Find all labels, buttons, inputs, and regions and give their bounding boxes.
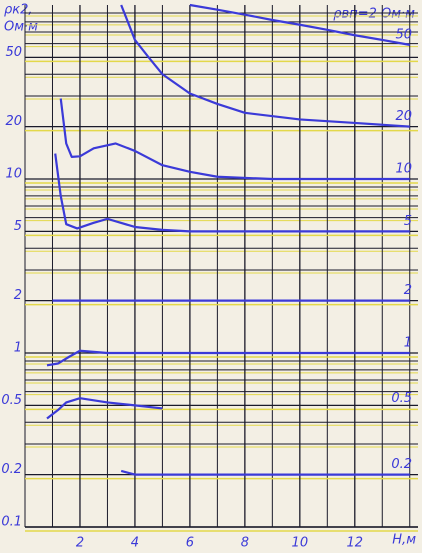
x-tick-label: 12 (347, 536, 364, 551)
x-tick-label: 8 (241, 536, 249, 551)
series-line (59, 98, 410, 181)
y-axis-label: ρк2, (4, 3, 33, 18)
y-tick-label: 2 (14, 288, 22, 303)
y-tick-label: 10 (5, 167, 22, 182)
series-line (54, 153, 410, 233)
series-label: 5 (404, 214, 412, 229)
y-tick-label: 20 (5, 114, 22, 129)
series-label: 1 (404, 336, 412, 351)
series-label: 20 (395, 109, 412, 124)
series-line (46, 349, 410, 367)
x-tick-label: 10 (292, 536, 309, 551)
series-label: 2 (404, 283, 412, 298)
x-tick-label: 4 (131, 536, 139, 551)
y-tick-label: 50 (5, 45, 22, 60)
y-tick-label: 0.5 (1, 393, 22, 408)
series-label: 0.2 (391, 457, 412, 472)
series-label: 0.5 (391, 391, 412, 406)
x-tick-label: 2 (76, 536, 84, 551)
series-line (120, 469, 410, 476)
series-line (189, 3, 410, 46)
x-tick-label: 6 (186, 536, 194, 551)
y-tick-label: 0.1 (1, 515, 22, 530)
y-axis-label: Ом·м (4, 20, 38, 35)
series-line (46, 397, 163, 420)
annotation: ρвп=2 Ом·м (333, 7, 415, 22)
series-label: 10 (395, 162, 412, 177)
x-axis-label: H,м (392, 533, 416, 548)
y-tick-label: 0.2 (1, 462, 22, 477)
series-label: 50 (395, 27, 412, 42)
series-line (120, 4, 410, 128)
y-tick-label: 1 (14, 341, 22, 356)
y-tick-label: 5 (14, 219, 22, 234)
